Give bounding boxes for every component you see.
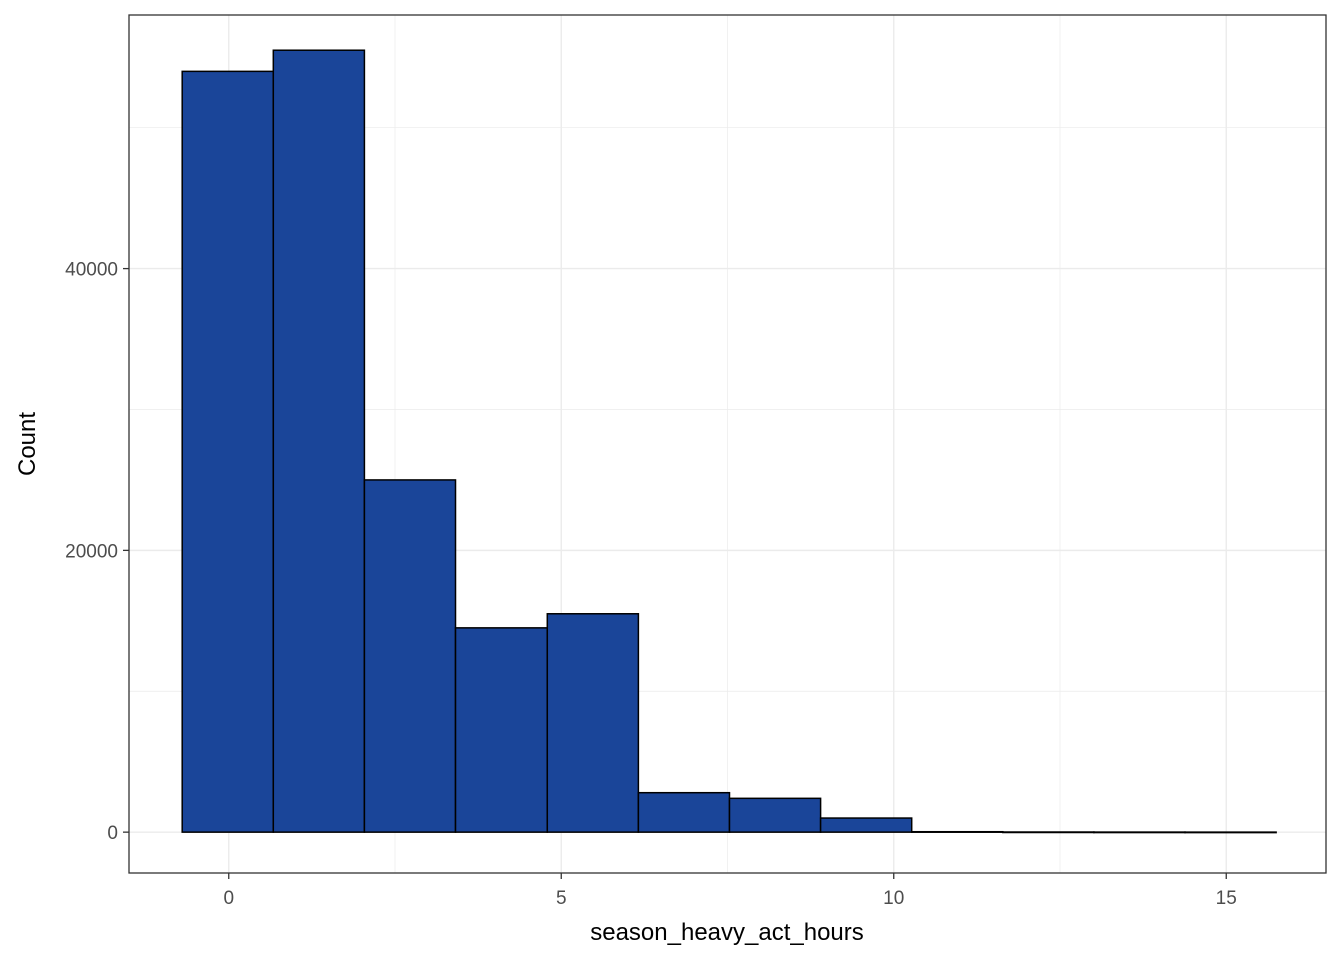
x-tick-label: 15 [1216,888,1237,909]
histogram-bar [910,830,1004,833]
y-tick-label: 20000 [65,541,118,562]
plot-border [128,14,1327,874]
x-tick-label: 0 [223,888,234,909]
y-tick-label: 0 [107,823,118,844]
histogram-bar [819,817,913,833]
y-axis-title: Count [14,412,41,476]
histogram-bar [546,613,640,833]
histogram-bar [363,479,457,833]
bars [181,49,1277,834]
histogram-bar [454,627,549,833]
histogram-bar [637,791,731,833]
x-tick-label: 10 [883,888,904,909]
x-axis-ticks: 0 5 10 15 [223,873,1237,909]
histogram-bar [272,49,366,833]
y-axis-ticks: 0 20000 40000 [65,260,129,844]
histogram-bar [1002,831,1095,834]
y-tick-label: 40000 [65,260,118,281]
histogram-bar [181,70,275,833]
histogram-bar [1093,831,1186,834]
x-axis-title: season_heavy_act_hours [590,919,864,946]
histogram-bar [728,797,822,833]
x-tick-label: 5 [556,888,567,909]
histogram-bar [1184,831,1277,834]
